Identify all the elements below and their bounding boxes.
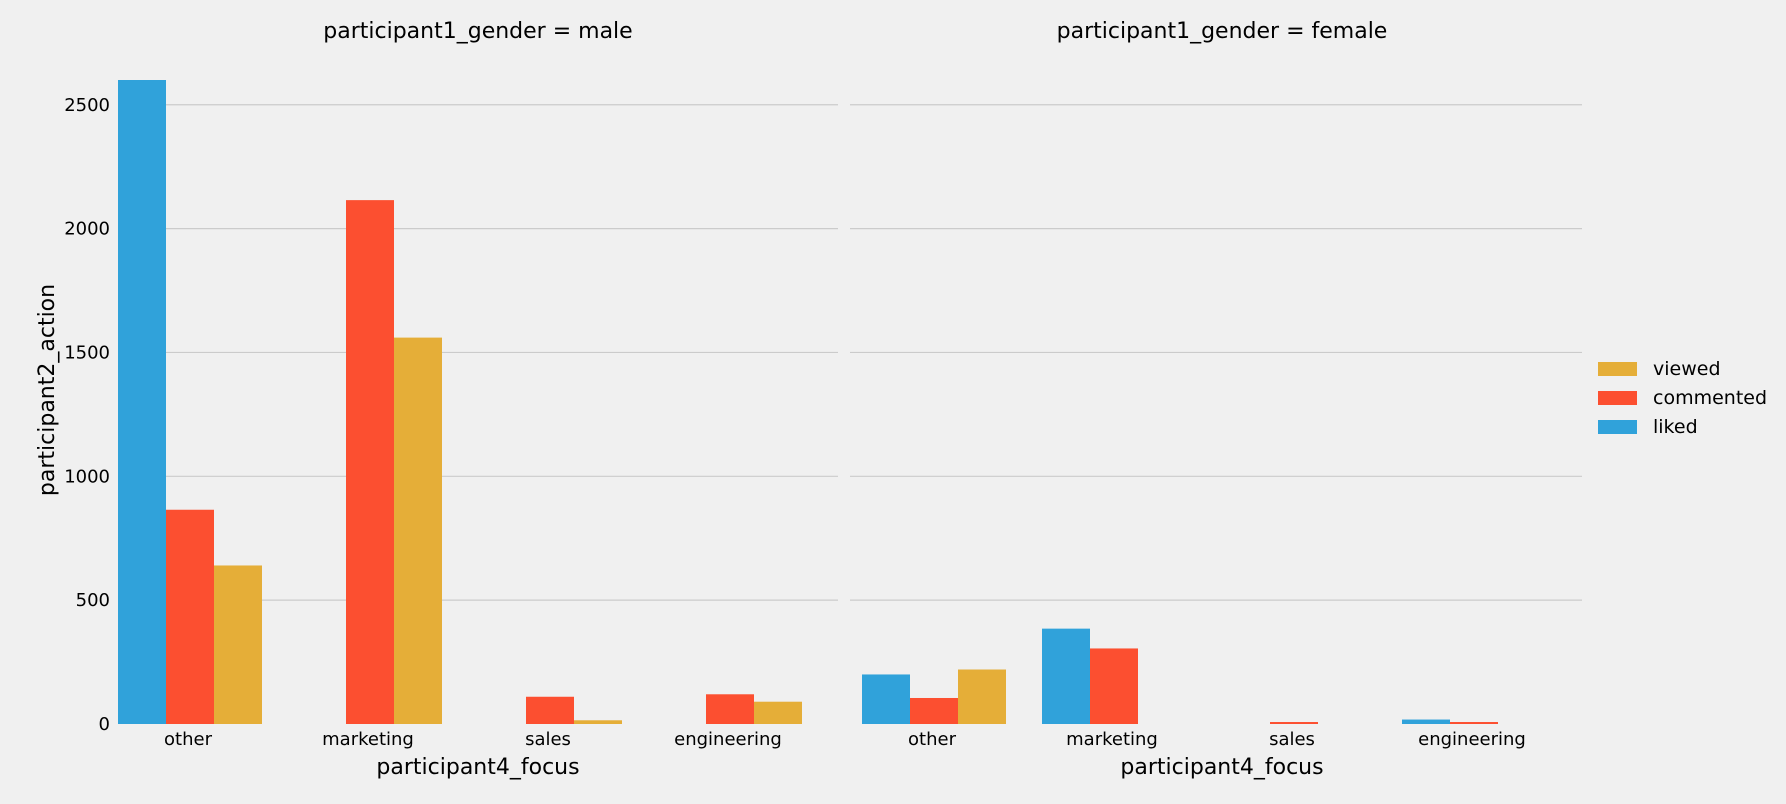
bar-viewed-other [958, 669, 1006, 724]
x-tick-label: sales [525, 729, 571, 750]
bar-commented-engineering [1450, 722, 1498, 724]
x-tick-label: engineering [1418, 729, 1526, 750]
bar-commented-marketing [346, 200, 394, 725]
x-axis-label: participant4_focus [1120, 755, 1323, 780]
bar-commented-other [166, 509, 214, 724]
bar-liked-other [118, 80, 166, 724]
y-tick-label: 2500 [64, 95, 110, 116]
legend: viewed commented liked [1598, 358, 1767, 438]
y-tick-label: 1500 [64, 342, 110, 363]
bar-commented-other [910, 697, 958, 724]
facet-panel-2: other marketing sales engineering participan… [850, 19, 1582, 780]
legend-label-liked: liked [1653, 416, 1698, 438]
x-tick-label: other [164, 729, 213, 750]
y-tick-label: 2000 [64, 219, 110, 240]
y-tick-label: 500 [76, 590, 110, 611]
x-tick-label: sales [1269, 729, 1315, 750]
legend-label-commented: commented [1653, 387, 1767, 409]
bar-viewed-sales [574, 720, 622, 724]
facet-title: participant1_gender = male [323, 19, 632, 44]
x-tick-label: other [908, 729, 957, 750]
facet-panel-1: 0 500 1000 1500 2000 2500 participant2_actiono… [35, 19, 838, 780]
bar-commented-sales [1270, 722, 1318, 724]
bar-commented-marketing [1090, 648, 1138, 724]
y-axis-label: participant2_action [35, 284, 60, 496]
x-tick-label: engineering [674, 729, 782, 750]
y-tick-label: 0 [99, 714, 110, 735]
bar-commented-sales [526, 696, 574, 724]
bar-commented-engineering [706, 694, 754, 724]
legend-label-viewed: viewed [1653, 358, 1721, 380]
facet-title: participant1_gender = female [1057, 19, 1388, 44]
legend-swatch-liked [1598, 420, 1637, 434]
y-tick-label: 1000 [64, 466, 110, 487]
x-axis-label: participant4_focus [376, 755, 579, 780]
bar-viewed-marketing [394, 337, 442, 724]
x-tick-label: marketing [322, 729, 414, 750]
x-tick-label: marketing [1066, 729, 1158, 750]
legend-swatch-viewed [1598, 362, 1637, 376]
bar-liked-engineering [1402, 719, 1450, 724]
bar-liked-other [862, 674, 910, 724]
bar-viewed-engineering [754, 701, 802, 724]
legend-swatch-commented [1598, 391, 1637, 405]
bar-liked-marketing [1042, 628, 1090, 724]
bar-viewed-other [214, 565, 262, 724]
